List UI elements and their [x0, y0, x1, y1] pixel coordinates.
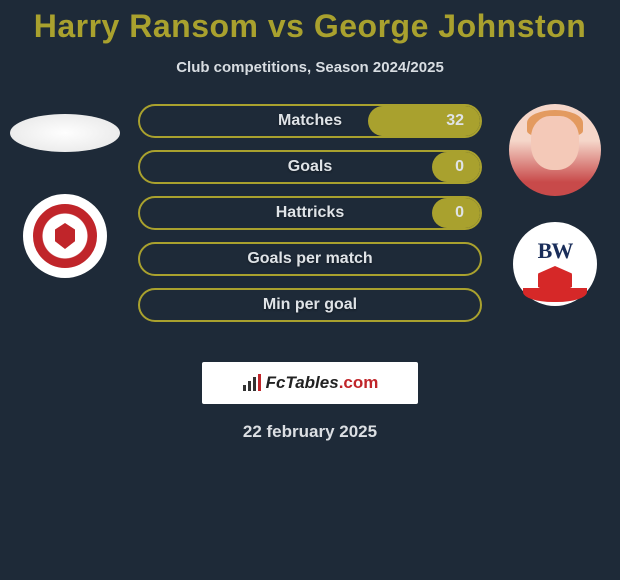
stat-row: Min per goal	[138, 288, 482, 322]
comparison-card: Harry Ransom vs George Johnston Club com…	[0, 0, 620, 442]
stat-label: Goals	[288, 158, 332, 176]
stat-label: Min per goal	[263, 296, 357, 314]
stat-label: Goals per match	[247, 250, 372, 268]
page-title: Harry Ransom vs George Johnston	[0, 0, 620, 45]
stat-value-right: 0	[455, 158, 464, 176]
stat-value-right: 0	[455, 204, 464, 222]
bolton-bw-text: BW	[538, 238, 573, 264]
left-player-column	[10, 104, 120, 278]
right-player-avatar	[509, 104, 601, 196]
stat-row: Goals 0	[138, 150, 482, 184]
stats-list: Matches 32 Goals 0 Hattricks 0 Goals per match…	[138, 104, 482, 322]
stat-value-right: 32	[446, 112, 464, 130]
left-club-badge	[23, 194, 107, 278]
stat-row: Goals per match	[138, 242, 482, 276]
brand-box[interactable]: FcTables.com	[202, 362, 418, 404]
right-player-column: BW	[500, 104, 610, 306]
season-subtitle: Club competitions, Season 2024/2025	[0, 59, 620, 76]
left-player-avatar	[10, 114, 120, 152]
comparison-date: 22 february 2025	[0, 422, 620, 442]
stat-row: Hattricks 0	[138, 196, 482, 230]
stat-label: Hattricks	[276, 204, 344, 222]
stat-row: Matches 32	[138, 104, 482, 138]
comparison-main: BW Matches 32 Goals 0 Hattricks 0 Goals per ma…	[0, 104, 620, 344]
right-club-badge: BW	[513, 222, 597, 306]
bars-icon	[242, 374, 262, 392]
stat-label: Matches	[278, 112, 342, 130]
brand-label: FcTables.com	[266, 373, 379, 393]
